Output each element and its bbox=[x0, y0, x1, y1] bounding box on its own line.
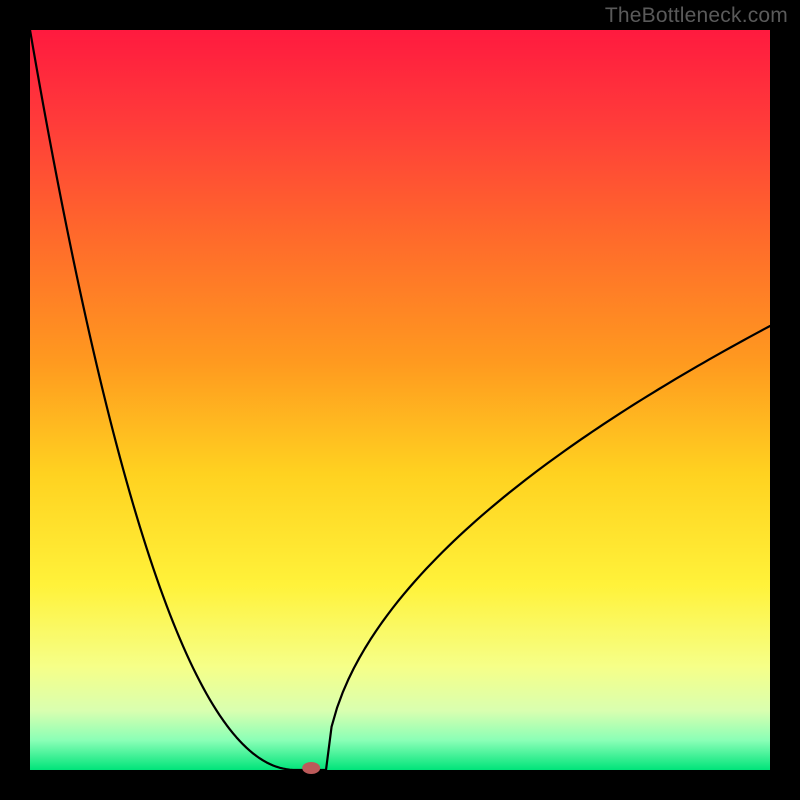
bottleneck-chart: TheBottleneck.com bbox=[0, 0, 800, 800]
watermark-text: TheBottleneck.com bbox=[605, 4, 788, 28]
gradient-panel bbox=[30, 30, 770, 770]
chart-canvas bbox=[0, 0, 800, 800]
optimal-marker bbox=[302, 762, 320, 774]
